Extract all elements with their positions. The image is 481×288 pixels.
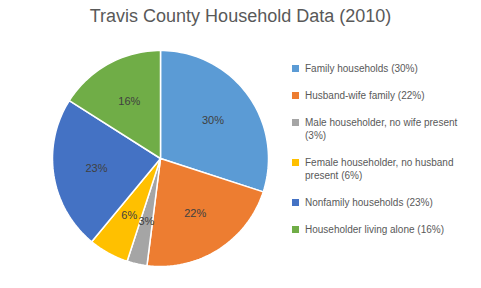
svg-text:16%: 16% <box>118 95 140 107</box>
html-text:Husband-wife family (22%): Husband-wife family (22%) <box>305 90 425 101</box>
svg-text:23%: 23% <box>85 162 107 174</box>
svg-text:3%: 3% <box>138 215 154 227</box>
html-text:Female householder, no husband: Female householder, no husband present (… <box>305 157 454 181</box>
html-text:Householder living alone (16%): Householder living alone (16%) <box>305 224 444 235</box>
html-text:Travis County Household Data (: Travis County Household Data (2010) <box>89 6 392 26</box>
svg-text:6%: 6% <box>121 209 137 221</box>
svg-text:22%: 22% <box>184 207 206 219</box>
html-text:Nonfamily households (23%): Nonfamily households (23%) <box>305 197 433 208</box>
html-text:Male householder, no wife pres: Male householder, no wife present (3%) <box>305 117 458 141</box>
html-text:Family households (30%): Family households (30%) <box>305 63 418 74</box>
svg-text:30%: 30% <box>202 114 224 126</box>
